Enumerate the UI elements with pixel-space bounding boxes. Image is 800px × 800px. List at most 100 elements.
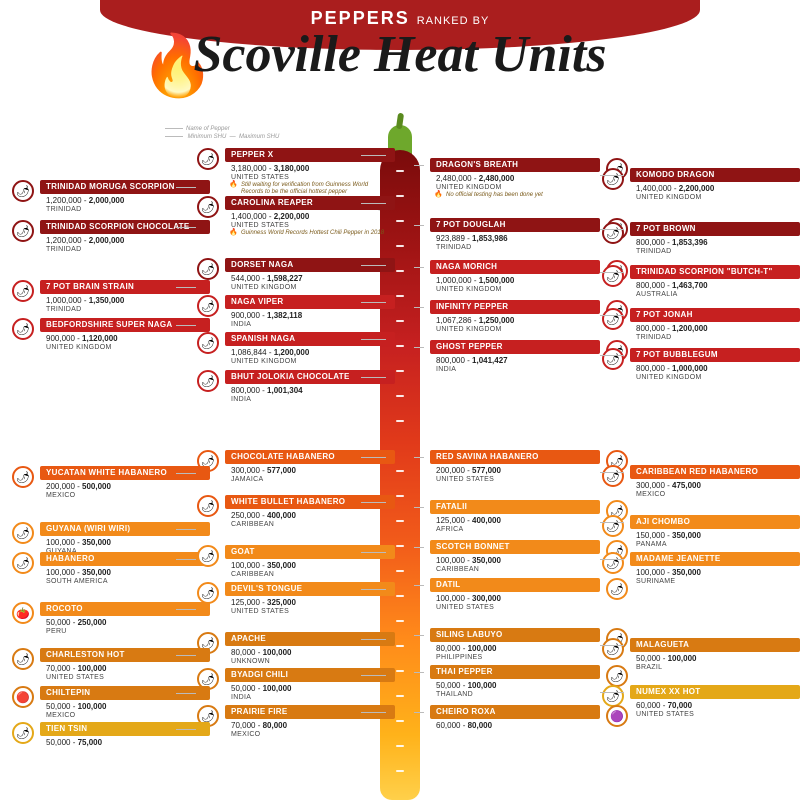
legend: Name of Pepper Minimum SHU — Maximum SHU [165,125,279,142]
pepper-origin: UNITED KINGDOM [630,374,800,381]
pepper-icon: 🌶 [602,168,624,190]
pepper-entry: 🌶GUYANA (WIRI WIRI)100,000 - 350,000GUYA… [40,522,210,555]
scale-tick [396,745,404,747]
connector-line [600,175,624,176]
pepper-icon: 🌶 [12,318,34,340]
legend-min-shu: Minimum SHU [188,134,227,140]
pepper-entry: 🌶7 POT DOUGLAH923,889 - 1,853,986TRINIDA… [430,218,600,251]
pepper-origin: INDIA [225,321,395,328]
pepper-icon: 🌶 [602,308,624,330]
connector-line [361,377,386,378]
connector-line [414,585,424,586]
scale-tick [396,595,404,597]
pepper-name: CARIBBEAN RED HABANERO [630,465,800,479]
connector-line [176,287,196,288]
pepper-origin: MEXICO [225,731,395,738]
title-script: Scoville Heat Units [0,25,800,84]
pepper-entry: 🌶NAGA MORICH1,000,000 - 1,500,000UNITED … [430,260,600,293]
pepper-name: DRAGON'S BREATH [430,158,600,172]
pepper-shu-range: 544,000 - 1,598,227 [225,272,395,284]
pepper-entry: 🌶NAGA VIPER900,000 - 1,382,118INDIA [225,295,395,328]
pepper-shu-range: 1,400,000 - 2,200,000 [225,210,395,222]
pepper-shu-range: 250,000 - 400,000 [225,509,395,521]
pepper-origin: UNITED STATES [225,222,395,229]
scale-tick [396,270,404,272]
connector-line [361,265,386,266]
connector-line [176,609,196,610]
pepper-icon: 🌶 [602,265,624,287]
pepper-entry: 🌶NUMEX XX HOT60,000 - 70,000UNITED STATE… [630,685,800,718]
pepper-shu-range: 200,000 - 577,000 [430,464,600,476]
connector-line [361,203,386,204]
pepper-origin: JAMAICA [225,476,395,483]
pepper-origin: INDIA [430,366,600,373]
connector-line [361,155,386,156]
pepper-entry: 🌶7 POT JONAH800,000 - 1,200,000TRINIDAD [630,308,800,341]
pepper-name: DATIL [430,578,600,592]
pepper-name: INFINITY PEPPER [430,300,600,314]
pepper-icon: 🌶 [197,545,219,567]
pepper-origin: UNITED KINGDOM [430,184,600,191]
pepper-entry: 🌶DORSET NAGA544,000 - 1,598,227UNITED KI… [225,258,395,291]
pepper-shu-range: 800,000 - 1,001,304 [225,384,395,396]
pepper-name: 7 POT BROWN [630,222,800,236]
connector-line [600,315,624,316]
pepper-shu-range: 70,000 - 100,000 [40,662,210,674]
pepper-shu-range: 100,000 - 350,000 [430,554,600,566]
scale-tick [396,345,404,347]
pepper-name: NUMEX XX HOT [630,685,800,699]
pepper-note: Still waiting for verification from Guin… [225,181,395,196]
pepper-name: TRINIDAD SCORPION "BUTCH-T" [630,265,800,279]
pepper-shu-range: 60,000 - 80,000 [430,719,600,731]
pepper-shu-range: 80,000 - 100,000 [430,642,600,654]
pepper-note: Guinness World Records Hottest Chili Pep… [225,229,395,237]
pepper-shu-range: 1,000,000 - 1,500,000 [430,274,600,286]
connector-line [176,729,196,730]
pepper-name: SCOTCH BONNET [430,540,600,554]
pepper-name: CHEIRO ROXA [430,705,600,719]
connector-line [414,635,424,636]
scale-tick [396,520,404,522]
connector-line [414,307,424,308]
pepper-name: 7 POT DOUGLAH [430,218,600,232]
connector-line [600,522,624,523]
pepper-origin: UNITED KINGDOM [630,194,800,201]
pepper-shu-range: 100,000 - 350,000 [40,536,210,548]
pepper-origin: SURINAME [630,578,800,585]
pepper-shu-range: 800,000 - 1,463,700 [630,279,800,291]
pepper-entry: 🌶DEVIL'S TONGUE125,000 - 325,000UNITED S… [225,582,395,615]
pepper-entry: 🌶GHOST PEPPER800,000 - 1,041,427INDIA [430,340,600,373]
pepper-origin: SOUTH AMERICA [40,578,210,585]
scale-tick [396,570,404,572]
connector-line [361,552,386,553]
pepper-entry: 🌶CHOCOLATE HABANERO300,000 - 577,000JAMA… [225,450,395,483]
pepper-origin: BRAZIL [630,664,800,671]
pepper-shu-range: 900,000 - 1,120,000 [40,332,210,344]
pepper-icon: 🌶 [197,148,219,170]
pepper-shu-range: 1,200,000 - 2,000,000 [40,234,210,246]
connector-line [600,559,624,560]
scale-tick [396,220,404,222]
pepper-shu-range: 3,180,000 - 3,180,000 [225,162,395,174]
pepper-origin: AUSTRALIA [630,291,800,298]
pepper-origin: UNITED STATES [430,604,600,611]
pepper-icon: 🌶 [606,578,628,600]
pepper-icon: 🌶 [12,522,34,544]
connector-line [176,559,196,560]
legend-name: Name of Pepper [165,125,279,133]
connector-line [176,325,196,326]
pepper-entry: 🌶7 POT BUBBLEGUM800,000 - 1,000,000UNITE… [630,348,800,381]
pepper-entry: 🌶TRINIDAD MORUGA SCORPION1,200,000 - 2,0… [40,180,210,213]
pepper-icon: 🌶 [197,258,219,280]
pepper-entry: 🌶KOMODO DRAGON1,400,000 - 2,200,000UNITE… [630,168,800,201]
pepper-icon: 🍅 [12,602,34,624]
pepper-origin: INDIA [225,396,395,403]
pepper-icon: 🟣 [606,705,628,727]
pepper-origin: TRINIDAD [630,248,800,255]
pepper-origin: UNITED STATES [225,608,395,615]
pepper-shu-range: 150,000 - 350,000 [630,529,800,541]
pepper-shu-range: 50,000 - 100,000 [40,700,210,712]
pepper-entry: 🌶HABANERO100,000 - 350,000SOUTH AMERICA [40,552,210,585]
pepper-icon: 🌶 [197,295,219,317]
pepper-entry: 🌶SPANISH NAGA1,086,844 - 1,200,000UNITED… [225,332,395,365]
